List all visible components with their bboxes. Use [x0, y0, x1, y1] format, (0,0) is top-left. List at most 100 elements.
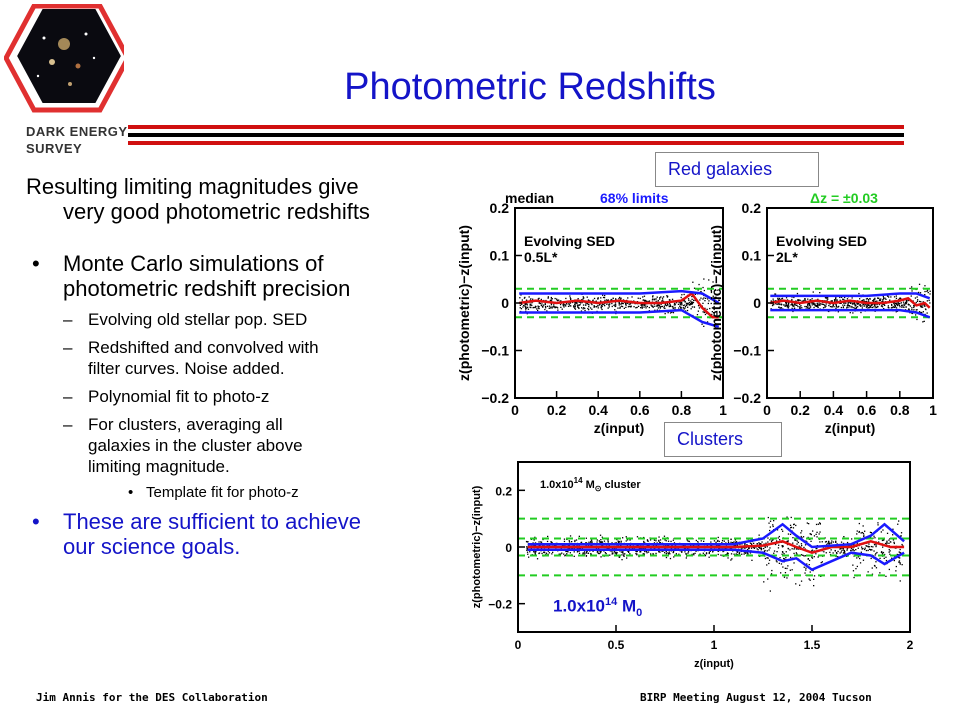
data-point — [584, 553, 586, 555]
data-point — [652, 296, 654, 298]
y-tick-label: 0.2 — [495, 484, 512, 498]
data-point — [600, 307, 602, 309]
data-point — [599, 534, 602, 536]
data-point — [658, 304, 661, 306]
data-point — [809, 579, 811, 581]
data-point — [793, 304, 795, 306]
data-point — [804, 305, 806, 308]
data-point — [710, 291, 713, 294]
data-point — [802, 536, 805, 538]
x-tick-label: 1.5 — [804, 638, 821, 652]
data-point — [650, 553, 652, 555]
data-point — [915, 309, 917, 311]
data-point — [531, 304, 533, 307]
data-point — [650, 304, 652, 306]
data-point — [919, 292, 922, 294]
data-point — [745, 552, 747, 554]
data-point — [606, 299, 608, 301]
data-point — [851, 297, 853, 299]
data-point — [758, 543, 761, 545]
data-point — [537, 298, 539, 300]
data-point — [702, 298, 704, 300]
data-point — [649, 539, 652, 541]
data-point — [656, 544, 658, 547]
data-point — [620, 303, 622, 305]
data-point — [600, 541, 602, 543]
data-point — [628, 303, 630, 305]
data-point — [588, 299, 590, 302]
data-point — [831, 306, 834, 308]
data-point — [747, 547, 750, 549]
data-point — [703, 311, 705, 314]
data-point — [700, 290, 702, 293]
data-point — [879, 572, 881, 574]
data-point — [614, 552, 616, 554]
data-point — [810, 306, 812, 308]
data-point — [534, 552, 536, 554]
x-tick-label: 0.8 — [890, 402, 910, 418]
data-point — [678, 553, 680, 555]
data-point — [550, 542, 552, 544]
data-point — [830, 300, 832, 302]
data-point — [855, 549, 857, 551]
data-point — [888, 568, 890, 571]
data-point — [604, 294, 606, 297]
data-point — [856, 303, 858, 305]
data-point — [652, 295, 654, 297]
data-point — [667, 312, 669, 314]
data-point — [825, 303, 827, 305]
data-point — [866, 297, 869, 300]
data-point — [534, 306, 536, 309]
data-point — [873, 535, 875, 537]
data-point — [686, 304, 688, 306]
data-point — [653, 299, 655, 301]
data-point — [882, 539, 884, 541]
data-point — [862, 547, 864, 550]
data-point — [857, 306, 859, 308]
data-point — [875, 306, 877, 309]
data-point — [600, 297, 602, 299]
data-point — [703, 289, 705, 292]
data-point — [874, 537, 876, 539]
data-point — [545, 553, 547, 556]
data-point — [926, 290, 928, 292]
data-point — [763, 581, 765, 583]
data-point — [531, 302, 533, 304]
data-point — [557, 309, 559, 311]
data-point — [620, 298, 622, 300]
data-point — [820, 575, 822, 577]
data-point — [585, 551, 588, 553]
data-point — [530, 306, 532, 309]
data-point — [867, 545, 869, 547]
data-point — [850, 547, 853, 549]
data-point — [856, 557, 858, 559]
data-point — [569, 297, 571, 299]
data-point — [547, 553, 549, 555]
data-point — [529, 306, 531, 308]
data-point — [809, 307, 811, 309]
data-point — [534, 553, 536, 555]
data-point — [911, 308, 913, 311]
data-point — [571, 541, 573, 543]
data-point — [626, 545, 628, 547]
data-point — [788, 305, 790, 307]
data-point — [770, 308, 772, 310]
data-point — [587, 303, 590, 305]
data-point — [715, 541, 717, 543]
data-point — [850, 302, 852, 304]
data-point — [590, 540, 592, 543]
data-point — [643, 542, 645, 544]
data-point — [801, 544, 803, 547]
data-point — [862, 303, 864, 306]
data-point — [734, 544, 736, 547]
data-point — [607, 540, 609, 543]
data-point — [680, 301, 683, 304]
data-point — [694, 299, 696, 302]
data-point — [640, 551, 642, 553]
data-point — [760, 549, 762, 551]
data-point — [895, 305, 897, 307]
data-point — [661, 550, 663, 552]
data-point — [856, 530, 858, 532]
data-point — [750, 543, 753, 545]
data-point — [644, 550, 646, 553]
